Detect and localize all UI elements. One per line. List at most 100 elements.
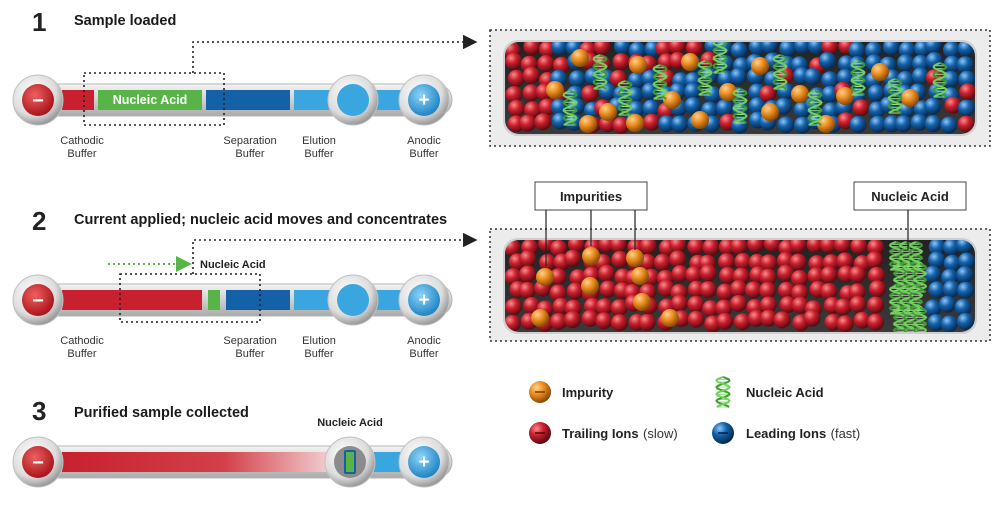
- trailing-ion-fade: [62, 452, 332, 472]
- trailing-ion: [773, 311, 791, 329]
- trailing-ion: [524, 101, 541, 119]
- impurity-particle: [836, 87, 854, 105]
- step-1-cathodic-line1: Cathodic: [60, 135, 104, 147]
- trailing-ion: [853, 311, 871, 329]
- trailing-ion: [747, 309, 765, 327]
- elution-well: [337, 84, 369, 116]
- impurity-particle: [751, 57, 769, 75]
- step-1-zoom-arrow: [192, 34, 478, 73]
- leading-ion: [924, 265, 942, 283]
- step-2-separation-line1: Separation: [223, 335, 276, 347]
- cathode-electrode: [22, 446, 54, 478]
- impurity-particle: [571, 49, 589, 67]
- trailing-ion: [789, 253, 807, 271]
- leading-ion: [597, 69, 615, 87]
- cathode-electrode: [22, 284, 54, 316]
- step-2-anodic-line1: Anodic: [407, 335, 441, 347]
- leading-ion: [867, 84, 885, 102]
- trailing-ion: [716, 312, 734, 330]
- leading-ion: [730, 42, 748, 59]
- trailing-ion: [564, 311, 582, 329]
- nucleic-acid-particle: [912, 307, 928, 332]
- legend-trailing-text: Trailing Ions (slow): [562, 425, 678, 442]
- minus-icon: −: [32, 452, 44, 474]
- trailing-ion: [759, 268, 777, 286]
- step-3-tube: − +: [12, 436, 453, 488]
- trailing-ion: [687, 240, 705, 255]
- trailing-ion: [522, 66, 540, 84]
- impurity-particle: [663, 91, 681, 109]
- trailing-ion: [730, 240, 748, 255]
- step-1-number: 1: [32, 7, 46, 37]
- trailing-ion: [595, 298, 613, 316]
- trailing-ion: [716, 283, 734, 301]
- leading-ion: [628, 42, 646, 59]
- trailing-ion: [699, 281, 717, 299]
- trailing-ion: [730, 295, 747, 312]
- trailing-ion: [867, 240, 885, 256]
- leading-ion: [551, 42, 569, 56]
- leading-ion: [729, 67, 747, 85]
- impurity-particle: [761, 103, 779, 121]
- trailing-ion: [777, 281, 795, 299]
- step-1-tube: − + Nucleic Acid: [12, 74, 453, 126]
- leading-ion: [924, 115, 942, 133]
- trailing-ion: [612, 116, 630, 134]
- trailing-ion: [611, 250, 629, 268]
- leading-ion: [716, 99, 734, 117]
- nucleic-acid-particle: [732, 88, 748, 124]
- trailing-ion: [820, 266, 838, 284]
- trailing-ion: [834, 298, 852, 316]
- leading-ion: [940, 315, 958, 332]
- legend-trailing-label: Trailing Ions: [562, 426, 639, 441]
- trailing-ion: [550, 240, 568, 257]
- migration-arrow-label: Nucleic Acid: [200, 259, 266, 271]
- trailing-ion: [668, 42, 686, 55]
- step-2-zoom-panel: [489, 228, 991, 342]
- legend-impurity-label: Impurity: [562, 385, 614, 400]
- trailing-ion: [718, 253, 735, 271]
- step-1-title: Sample loaded: [74, 13, 176, 29]
- leading-ion: [943, 240, 960, 256]
- trailing-ion: [867, 296, 885, 314]
- plus-icon: +: [418, 90, 429, 111]
- step-1-anodic-line1: Anodic: [407, 135, 441, 147]
- leading-ion: [684, 97, 702, 114]
- leading-ion: [940, 116, 958, 134]
- trailing-ion: [791, 284, 809, 302]
- trailing-ion: [581, 309, 599, 327]
- nucleic-acid-legend-helix: [715, 376, 731, 408]
- trailing-ion: [719, 266, 737, 284]
- leading-ion: [942, 280, 960, 298]
- nucleic-acid-particle: [807, 90, 823, 126]
- legend-leading-label: Leading Ions: [746, 426, 826, 441]
- leading-ion: [895, 115, 912, 133]
- leading-ion: [818, 52, 836, 70]
- step-1-cathodic-line2: Buffer: [67, 148, 96, 160]
- concentrated-sample-band: [208, 290, 220, 310]
- trailing-ion: [791, 270, 808, 287]
- minus-icon: −: [32, 290, 44, 312]
- impurity-particle: [582, 247, 600, 265]
- step-1-zoom-panel: [489, 29, 991, 147]
- elution-segment-right: [374, 452, 404, 472]
- trailing-ion: [534, 113, 552, 131]
- trailing-ion: [760, 309, 777, 327]
- trailing-ion: [537, 55, 555, 72]
- trailing-ion: [685, 266, 703, 284]
- trailing-ion: [819, 240, 837, 254]
- nucleic-callout-box: [853, 181, 967, 211]
- step-2-cathodic-line2: Buffer: [67, 348, 96, 360]
- impurity-particle: [599, 103, 617, 121]
- trailing-ion: [763, 240, 781, 252]
- leading-ion: [943, 55, 961, 73]
- leading-ion: [928, 281, 946, 299]
- trailing-ion: [638, 313, 656, 331]
- trailing-ion: [791, 296, 809, 314]
- trailing-ion: [505, 52, 523, 70]
- trailing-ion: [598, 264, 616, 282]
- trailing-ion: [539, 253, 557, 271]
- leading-ion: [924, 42, 942, 54]
- leading-ion: [943, 254, 961, 272]
- step-2-tube: − +: [12, 274, 453, 326]
